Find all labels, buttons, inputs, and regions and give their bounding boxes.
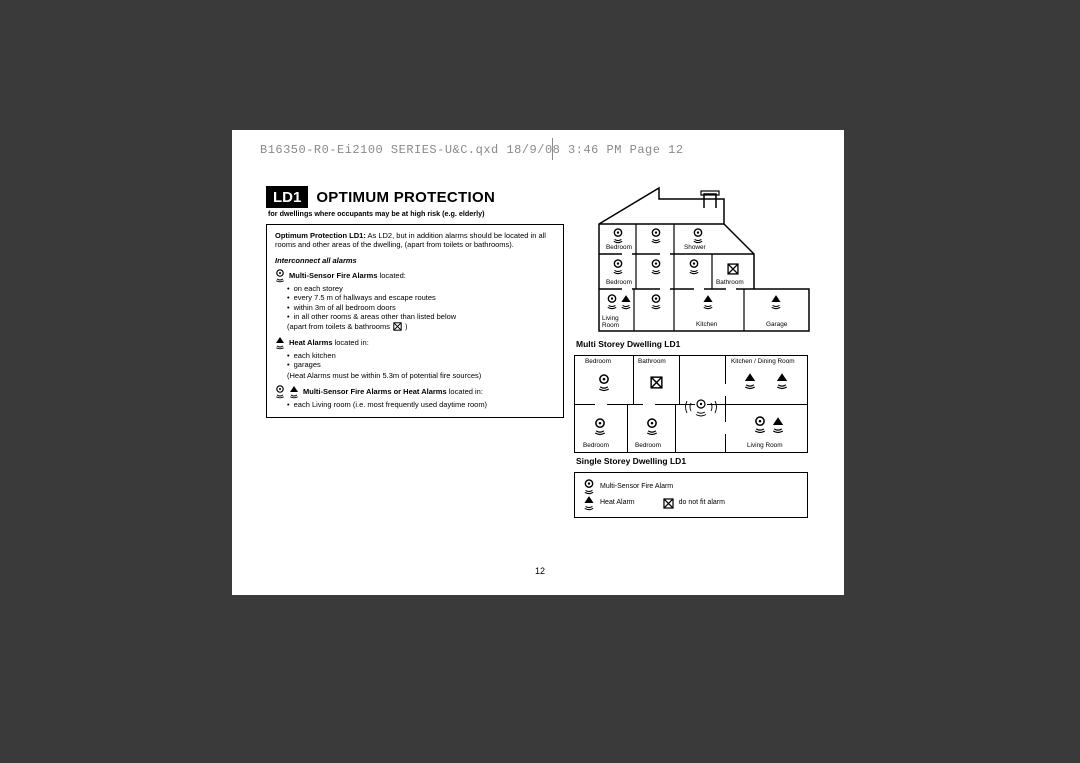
multisensor-icon xyxy=(597,374,611,397)
multisensor-icon xyxy=(275,385,285,399)
heat-icon xyxy=(771,416,785,439)
list-item: in all other rooms & areas other than li… xyxy=(287,312,555,321)
multisensor-icon xyxy=(650,259,662,280)
multi-note: (apart from toilets & bathrooms ) xyxy=(287,322,555,331)
interconnect-note: Interconnect all alarms xyxy=(275,256,555,265)
multisensor-icon xyxy=(275,269,285,283)
room-label: Bathroom xyxy=(716,280,744,287)
heat-icon xyxy=(289,385,299,399)
group-multisensor: Multi-Sensor Fire Alarms located: on eac… xyxy=(275,269,555,331)
room-label: Kitchen / Dining Room xyxy=(731,359,795,366)
list-item: each Living room (i.e. most frequently u… xyxy=(287,400,555,409)
room-label: Garage xyxy=(766,322,787,329)
group-heat: Heat Alarms located in: each kitchen gar… xyxy=(275,336,555,380)
nofit-icon xyxy=(663,498,674,509)
multisensor-icon xyxy=(593,418,607,441)
content-area: LD1 OPTIMUM PROTECTION for dwellings whe… xyxy=(266,186,814,566)
intro-paragraph: Optimum Protection LD1: As LD2, but in a… xyxy=(275,231,555,250)
room-label: Bathroom xyxy=(638,359,666,366)
room-label: Living Room xyxy=(602,316,619,329)
nofit-icon xyxy=(393,322,402,331)
room-label: Shower xyxy=(684,245,706,252)
page-number: 12 xyxy=(266,566,814,576)
multisensor-icon xyxy=(612,259,624,280)
legend-label: Heat Alarm xyxy=(600,497,635,508)
room-label: Bedroom xyxy=(606,280,632,287)
info-box: Optimum Protection LD1: As LD2, but in a… xyxy=(266,224,564,419)
multisensor-icon xyxy=(650,294,662,315)
legend-nofit: do not fit alarm xyxy=(663,495,725,511)
combo-list: each Living room (i.e. most frequently u… xyxy=(287,400,555,409)
multisensor-icon xyxy=(688,259,700,280)
list-item: every 7.5 m of hallways and escape route… xyxy=(287,293,555,302)
room-label: Bedroom xyxy=(606,245,632,252)
multi-list: on each storey every 7.5 m of hallways a… xyxy=(287,284,555,322)
heat-icon xyxy=(770,294,782,315)
combo-head: Multi-Sensor Fire Alarms or Heat Alarms xyxy=(303,387,447,396)
heat-icon xyxy=(583,495,595,511)
combo-loc: located in: xyxy=(447,387,483,396)
subtitle: for dwellings where occupants may be at … xyxy=(268,210,564,218)
legend-box: Multi-Sensor Fire Alarm Heat Alarm do no… xyxy=(574,472,808,518)
doc-header: B16350-R0-Ei2100 SERIES-U&C.qxd 18/9/08 … xyxy=(260,143,684,157)
intro-bold: Optimum Protection LD1: xyxy=(275,231,366,240)
title-text: OPTIMUM PROTECTION xyxy=(308,186,495,208)
room-label: Bedroom xyxy=(635,443,661,450)
heat-list: each kitchen garages xyxy=(287,351,555,370)
multi-loc: located: xyxy=(378,271,406,280)
caption-multi: Multi Storey Dwelling LD1 xyxy=(576,339,814,349)
group-combo: Multi-Sensor Fire Alarms or Heat Alarms … xyxy=(275,385,555,409)
nofit-icon xyxy=(727,262,739,280)
nofit-icon xyxy=(650,376,663,394)
heat-icon xyxy=(275,336,285,350)
crop-mark xyxy=(552,138,553,160)
multisensor-icon xyxy=(606,294,618,315)
multisensor-icon xyxy=(583,479,595,495)
multisensor-icon xyxy=(753,416,767,439)
heat-loc: located in: xyxy=(333,338,369,347)
legend-heat: Heat Alarm xyxy=(583,495,635,511)
legend-label: Multi-Sensor Fire Alarm xyxy=(600,481,673,492)
room-label: Living Room xyxy=(747,443,783,450)
heat-note: (Heat Alarms must be within 5.3m of pote… xyxy=(287,371,555,380)
single-storey-diagram: Bedroom Bathroom Kitchen / Dining Room B… xyxy=(574,355,808,453)
heat-icon xyxy=(620,294,632,315)
list-item: each kitchen xyxy=(287,351,555,360)
multisensor-icon xyxy=(683,396,719,423)
legend-multisensor: Multi-Sensor Fire Alarm xyxy=(583,479,799,495)
heat-icon xyxy=(775,372,789,395)
title-block: LD1 OPTIMUM PROTECTION xyxy=(266,186,564,208)
multi-head: Multi-Sensor Fire Alarms xyxy=(289,271,378,280)
ld1-badge: LD1 xyxy=(266,186,308,208)
legend-label: do not fit alarm xyxy=(679,497,725,508)
list-item: garages xyxy=(287,360,555,369)
list-item: on each storey xyxy=(287,284,555,293)
heat-icon xyxy=(702,294,714,315)
heat-icon xyxy=(743,372,757,395)
room-label: Kitchen xyxy=(696,322,717,329)
multisensor-icon xyxy=(645,418,659,441)
room-label: Bedroom xyxy=(585,359,611,366)
multisensor-icon xyxy=(650,228,662,249)
caption-single: Single Storey Dwelling LD1 xyxy=(576,456,814,466)
list-item: within 3m of all bedroom doors xyxy=(287,303,555,312)
room-label: Bedroom xyxy=(583,443,609,450)
right-column: Bedroom Shower Bedroom Bathroom Living R… xyxy=(574,186,814,518)
heat-head: Heat Alarms xyxy=(289,338,333,347)
left-column: LD1 OPTIMUM PROTECTION for dwellings whe… xyxy=(266,186,564,418)
